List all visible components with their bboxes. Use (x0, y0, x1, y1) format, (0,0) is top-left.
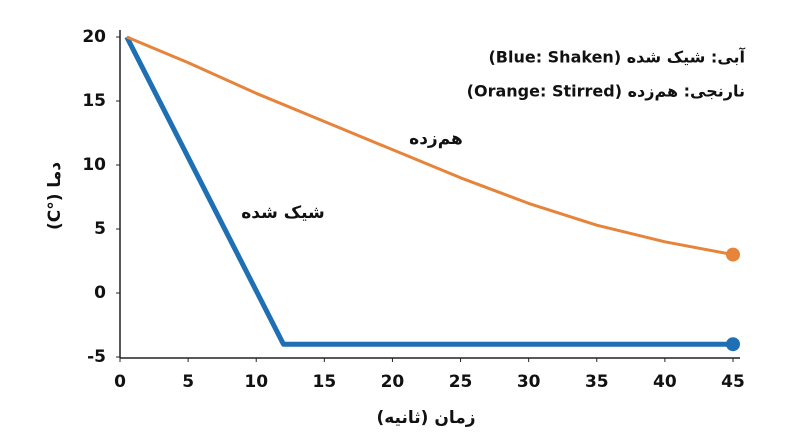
note: آبی: شیک شده (Blue: Shaken) (488, 47, 745, 67)
end-marker (726, 337, 740, 352)
x-tick-label: 20 (381, 372, 405, 392)
y-axis-label: دما (°C) (45, 162, 65, 230)
y-tick-label: 5 (94, 219, 106, 239)
note: نارنجی: هم‌زده (Orange: Stirred) (467, 82, 745, 101)
end-marker (726, 247, 740, 262)
x-tick-label: 15 (312, 372, 336, 392)
x-tick-label: 0 (114, 372, 126, 392)
annotation: هم‌زده (409, 129, 463, 149)
series-line (126, 35, 734, 257)
x-tick-label: 30 (517, 372, 541, 392)
x-tick-label: 10 (244, 372, 268, 392)
x-tick-label: 45 (721, 372, 745, 392)
x-tick-label: 5 (182, 372, 194, 392)
y-tick-label: -5 (87, 347, 106, 367)
x-tick-label: 40 (653, 372, 677, 392)
y-tick-label: 20 (82, 27, 106, 47)
x-tick-label: 25 (449, 372, 473, 392)
series-line (124, 35, 733, 347)
y-tick-label: 0 (94, 283, 106, 303)
annotation: شیک شده (241, 203, 325, 223)
y-tick-label: 10 (82, 155, 106, 175)
y-tick-label: 15 (82, 91, 106, 111)
x-axis-label: زمان (ثانیه) (376, 408, 475, 428)
x-tick-label: 35 (585, 372, 609, 392)
